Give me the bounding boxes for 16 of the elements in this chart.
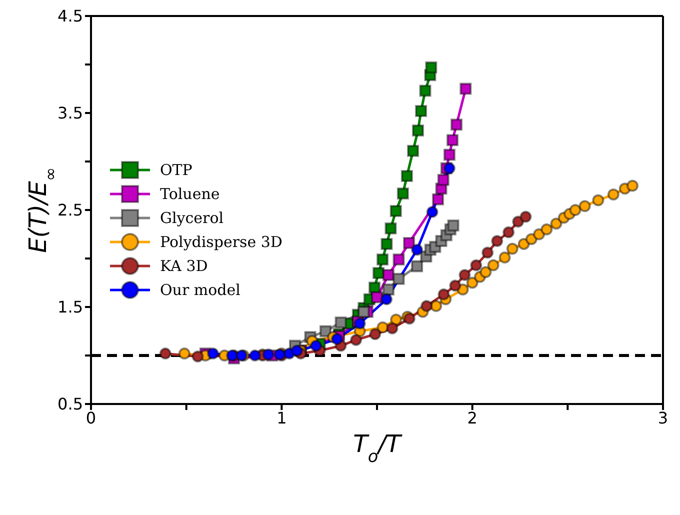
- y-tick-label: 4.5: [58, 6, 83, 26]
- y-tick-label: 0.5: [58, 394, 83, 414]
- legend-label: Our model: [160, 281, 240, 299]
- x-tick-label: 3: [658, 408, 668, 428]
- x-tick-label: 0: [86, 408, 96, 428]
- legend-label: Polydisperse 3D: [160, 233, 282, 251]
- y-tick-label: 1.5: [58, 298, 83, 317]
- y-tick-label: 2.5: [58, 200, 83, 220]
- legend-label: Glycerol: [160, 209, 224, 227]
- x-tick-label: 2: [467, 408, 478, 428]
- y-tick-label: 3.5: [58, 104, 83, 123]
- x-tick-label: 1: [276, 408, 287, 428]
- x-axis-title: T$_{o}$/T: [353, 430, 404, 466]
- legend-label: KA 3D: [160, 257, 208, 275]
- legend-label: OTP: [160, 161, 192, 179]
- legend-label: Toluene: [160, 185, 220, 203]
